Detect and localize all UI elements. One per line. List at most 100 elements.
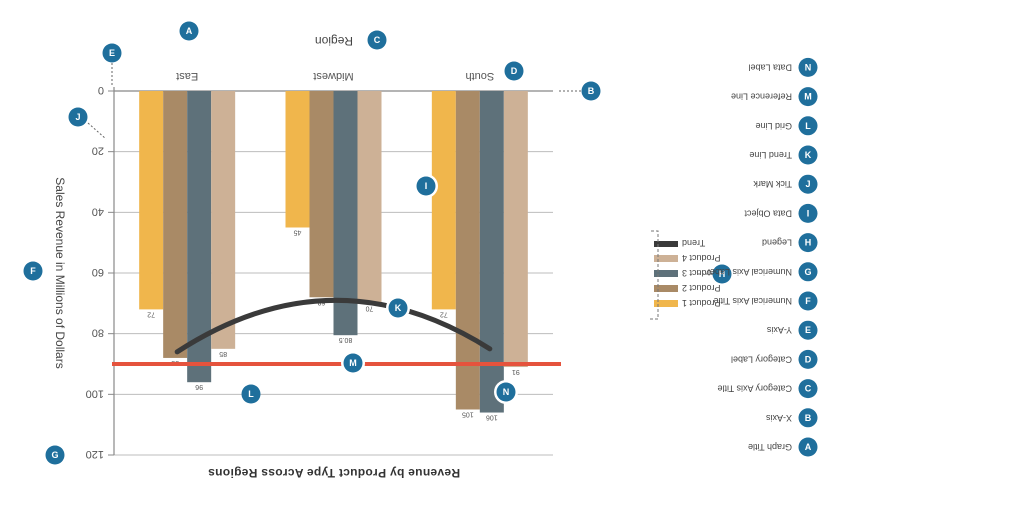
badge-letter: K	[395, 303, 402, 313]
y-tick-label: 0	[98, 84, 104, 96]
badge-letter: G	[804, 267, 811, 277]
badge-letter: F	[805, 296, 811, 306]
badge-letter: G	[51, 450, 58, 460]
badge-letter: F	[30, 266, 36, 276]
numerical-axis-title: Sales Revenue in Millions of Dollars	[53, 177, 67, 368]
badge-letter: A	[186, 26, 193, 36]
annotation-badge-n	[798, 57, 818, 77]
bar-product-1	[139, 91, 164, 310]
bar-product-4	[357, 91, 382, 304]
badge-letter: I	[807, 208, 810, 218]
annotation-badge-b	[581, 81, 601, 101]
key-label: Category Axis Title	[717, 384, 792, 394]
annotation-badge-k	[798, 145, 818, 165]
legend-swatch	[654, 241, 678, 247]
badge-letter: C	[805, 384, 812, 394]
data-label: 106	[486, 414, 498, 421]
annotation-badge-a	[798, 437, 818, 457]
y-tick-label: 80	[92, 327, 104, 339]
bar-product-2	[163, 91, 188, 358]
annotation-badge-j	[798, 174, 818, 194]
key-label: Y-Axis	[766, 325, 792, 335]
legend-bracket	[650, 230, 659, 320]
y-tick-label: 60	[92, 266, 104, 278]
key-label: Data Label	[748, 62, 792, 72]
data-label: 72	[440, 310, 448, 317]
key-label: Trend Line	[749, 150, 792, 160]
data-label: 72	[147, 310, 155, 317]
annotation-badge-a	[179, 21, 199, 41]
annotation-badge-d	[504, 61, 524, 81]
bar-product-2	[309, 91, 334, 298]
annotation-badge-b	[798, 408, 818, 428]
annotation-badge-h	[798, 233, 818, 253]
annotation-badge-g	[45, 445, 65, 465]
badge-letter: E	[109, 48, 115, 58]
key-label: Grid Line	[755, 121, 792, 131]
badge-letter: E	[805, 325, 811, 335]
annotation-badge-i	[798, 203, 818, 223]
bar-product-4	[211, 91, 236, 349]
badge-letter: N	[503, 387, 510, 397]
y-tick-label: 40	[92, 205, 104, 217]
key-label: Numerical Axis Label	[708, 267, 792, 277]
badge-letter: K	[805, 150, 812, 160]
bar-product-1	[431, 91, 456, 310]
legend-label: Product 2	[682, 283, 721, 293]
badge-letter: B	[588, 86, 595, 96]
annotation-badge-l	[241, 384, 261, 404]
annotation-badge-d	[798, 349, 818, 369]
connector-j	[87, 122, 107, 140]
badge-letter: L	[248, 389, 254, 399]
category-label: South	[465, 70, 494, 82]
badge-letter: H	[805, 238, 812, 248]
data-label: 91	[512, 368, 520, 375]
category-label: East	[176, 70, 198, 82]
annotation-badge-i	[416, 176, 436, 196]
annotation-badge-f	[798, 291, 818, 311]
legend-swatch	[654, 300, 678, 307]
key-label: Graph Title	[748, 442, 792, 452]
annotation-badge-l	[798, 116, 818, 136]
badge-letter: D	[511, 66, 518, 76]
badge-letter: J	[805, 179, 810, 189]
graph-title: Revenue by Product Type Across Regions	[208, 466, 460, 480]
key-label: Legend	[762, 238, 792, 248]
annotation-badge-g	[798, 262, 818, 282]
data-label: 105	[462, 411, 474, 418]
data-label: 45	[294, 229, 302, 236]
annotation-badge-m	[343, 353, 363, 373]
badge-letter: H	[719, 269, 726, 279]
annotation-badge-h	[712, 264, 732, 284]
badge-letter: L	[805, 121, 811, 131]
trend-line	[174, 297, 493, 355]
data-label: 80.5	[339, 336, 353, 343]
y-tick-label: 100	[86, 387, 104, 399]
key-label: X-Axis	[765, 413, 792, 423]
badge-letter: B	[805, 413, 812, 423]
annotation-badge-j	[68, 107, 88, 127]
badge-letter: C	[374, 35, 381, 45]
badge-letter: D	[805, 354, 812, 364]
bar-product-3	[479, 91, 504, 413]
legend-swatch	[654, 255, 678, 262]
badge-letter: M	[349, 358, 357, 368]
bar-product-3	[333, 91, 358, 336]
badge-letter: M	[804, 92, 812, 102]
annotation-badge-f	[23, 261, 43, 281]
key-label: Tick Mark	[753, 179, 792, 189]
category-axis-title: Region	[315, 34, 353, 48]
legend-label: Product 4	[682, 253, 721, 263]
annotation-badge-n	[496, 382, 516, 402]
bar-product-2	[455, 91, 480, 410]
legend-swatch	[654, 285, 678, 292]
legend-label: Product 1	[682, 298, 721, 308]
badge-letter: A	[805, 442, 812, 452]
annotation-badge-c	[798, 379, 818, 399]
annotation-badge-e	[798, 320, 818, 340]
key-label: Data Object	[744, 208, 792, 218]
legend-label: Product 3	[682, 268, 721, 278]
